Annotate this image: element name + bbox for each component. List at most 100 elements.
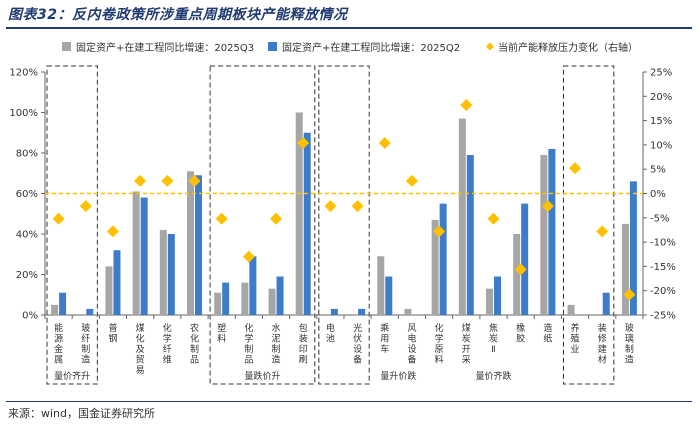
y-tick-label-right-2: -15%: [650, 262, 676, 273]
point-pressure-19: [569, 162, 582, 175]
axes: 0% 20% 40% 60% 80% 100% 120% -25% -20% -15% -10% -5…: [9, 68, 675, 322]
bar-q3-4: [159, 229, 167, 315]
bar-q2-12: [385, 276, 393, 315]
bar-q3-8: [268, 288, 276, 315]
x-tick-labels: 能源金属 玻纤制造 普钢 煤化及贸易 化学纤维 农化制品 塑料 化学制品 水泥制造 包装印刷 电池光…: [54, 322, 634, 376]
legend-label-q3: 固定资产+在建工程同比增速：2025Q3: [76, 41, 254, 54]
y-tick-label-right-0: -25%: [650, 311, 676, 322]
x-tick-label-7: 化学制品: [244, 322, 253, 366]
points: [52, 99, 636, 301]
y-tick-label-left-6: 120%: [9, 68, 38, 79]
group-box-3: [318, 65, 370, 385]
y-tick-label-left-5: 100%: [9, 108, 38, 119]
bar-q3-6: [214, 292, 222, 315]
point-pressure-4: [161, 174, 174, 187]
point-pressure-5: [188, 174, 201, 187]
group-box-2: [209, 65, 316, 385]
bar-q3-13: [404, 308, 412, 315]
bar-q2-8: [276, 276, 284, 315]
point-pressure-8: [270, 212, 283, 225]
y-tick-label-left-1: 20%: [16, 270, 38, 281]
x-tick-label-6: 塑料: [217, 323, 226, 345]
x-tick-label-8: 水泥制造: [272, 322, 281, 366]
point-pressure-11: [351, 200, 364, 213]
y-tick-label-right-6: 5%: [650, 165, 666, 176]
title-rule: [6, 27, 692, 29]
x-tick-label-0: 能源金属: [54, 322, 63, 366]
x-tick-label-1: 玻纤制造: [81, 322, 90, 366]
point-pressure-3: [134, 174, 147, 187]
bar-q3-16: [486, 288, 493, 315]
y-tick-label-left-2: 40%: [16, 230, 38, 241]
group-label-4: 量升价跌: [380, 371, 416, 382]
x-tick-label-4: 化学纤维: [163, 322, 172, 366]
bar-q2-2: [113, 250, 121, 315]
bar-q2-9: [303, 132, 311, 315]
bottom-rule: [6, 401, 692, 402]
y-tick-label-right-7: 10%: [650, 140, 672, 151]
x-tick-label-18: 造纸: [543, 322, 552, 345]
y-tick-label-right-1: -20%: [650, 286, 676, 297]
bar-q2-5: [195, 175, 202, 315]
bar-q3-19: [567, 304, 575, 315]
point-pressure-0: [52, 212, 65, 225]
bar-q3-14: [431, 219, 439, 315]
x-tick-label-2: 普钢: [108, 322, 117, 345]
point-pressure-14: [433, 225, 446, 238]
point-pressure-2: [106, 225, 119, 238]
chart-canvas: 固定资产+在建工程同比增速：2025Q3 固定资产+在建工程同比增速：2025Q2…: [9, 41, 676, 385]
y-tick-label-right-3: -10%: [650, 238, 676, 249]
bar-q2-6: [222, 282, 230, 315]
bar-q3-17: [513, 234, 521, 315]
bar-q2-17: [521, 203, 529, 315]
point-pressure-18: [541, 200, 554, 213]
source-note: 来源：wind，国金证券研究所: [8, 407, 156, 420]
bar-q2-4: [167, 234, 175, 315]
point-pressure-6: [215, 212, 228, 225]
bar-q2-15: [466, 155, 474, 315]
bar-q2-18: [548, 148, 556, 315]
point-pressure-10: [324, 200, 337, 213]
bar-q2-0: [59, 292, 67, 315]
bars: [51, 112, 637, 315]
bar-q3-12: [377, 256, 385, 315]
group-labels: 量价齐升 量跌价升 量升价跌 量价齐跌: [54, 370, 511, 382]
x-tick-label-12: 乘用车: [380, 322, 389, 355]
legend-label-q2: 固定资产+在建工程同比增速：2025Q2: [282, 41, 460, 54]
bar-q3-2: [105, 266, 113, 315]
y-tick-label-right-5: 0%: [650, 189, 666, 200]
bar-q2-1: [86, 308, 94, 315]
y-tick-label-right-4: -5%: [650, 213, 669, 224]
point-pressure-16: [487, 212, 500, 225]
bar-q3-9: [295, 112, 303, 315]
bar-q3-7: [241, 282, 249, 315]
bar-q3-21: [621, 223, 629, 315]
point-pressure-13: [405, 174, 418, 187]
point-pressure-7: [242, 250, 255, 263]
bar-q2-20: [602, 292, 610, 315]
point-pressure-17: [514, 263, 527, 276]
group-box-6: [562, 65, 615, 385]
group-boxes: [46, 65, 615, 385]
x-tick-label-14: 化学原料: [435, 322, 444, 366]
chart-title: 图表32：反内卷政策所涉重点周期板块产能释放情况: [8, 7, 348, 23]
x-tick-label-10: 电池: [326, 322, 335, 345]
x-tick-label-5: 农化制品: [190, 322, 199, 366]
point-pressure-20: [596, 225, 609, 238]
bar-q3-3: [132, 191, 140, 315]
point-pressure-9: [297, 136, 310, 149]
bar-q2-11: [358, 308, 366, 315]
y-tick-label-left-4: 80%: [16, 149, 38, 160]
group-label-2: 量跌价升: [244, 371, 280, 382]
bar-q3-18: [540, 155, 548, 315]
point-pressure-15: [460, 99, 473, 112]
y-tick-label-right-9: 20%: [650, 92, 672, 103]
point-pressure-1: [79, 200, 92, 213]
bar-q2-3: [140, 197, 148, 315]
x-tick-label-13: 风电设备: [407, 323, 416, 366]
bar-q3-15: [458, 118, 466, 315]
x-tick-label-17: 橡胶: [516, 322, 525, 345]
x-tick-label-15: 煤炭开采: [462, 322, 471, 366]
bar-q2-10: [330, 308, 338, 315]
bar-q3-0: [51, 304, 59, 315]
